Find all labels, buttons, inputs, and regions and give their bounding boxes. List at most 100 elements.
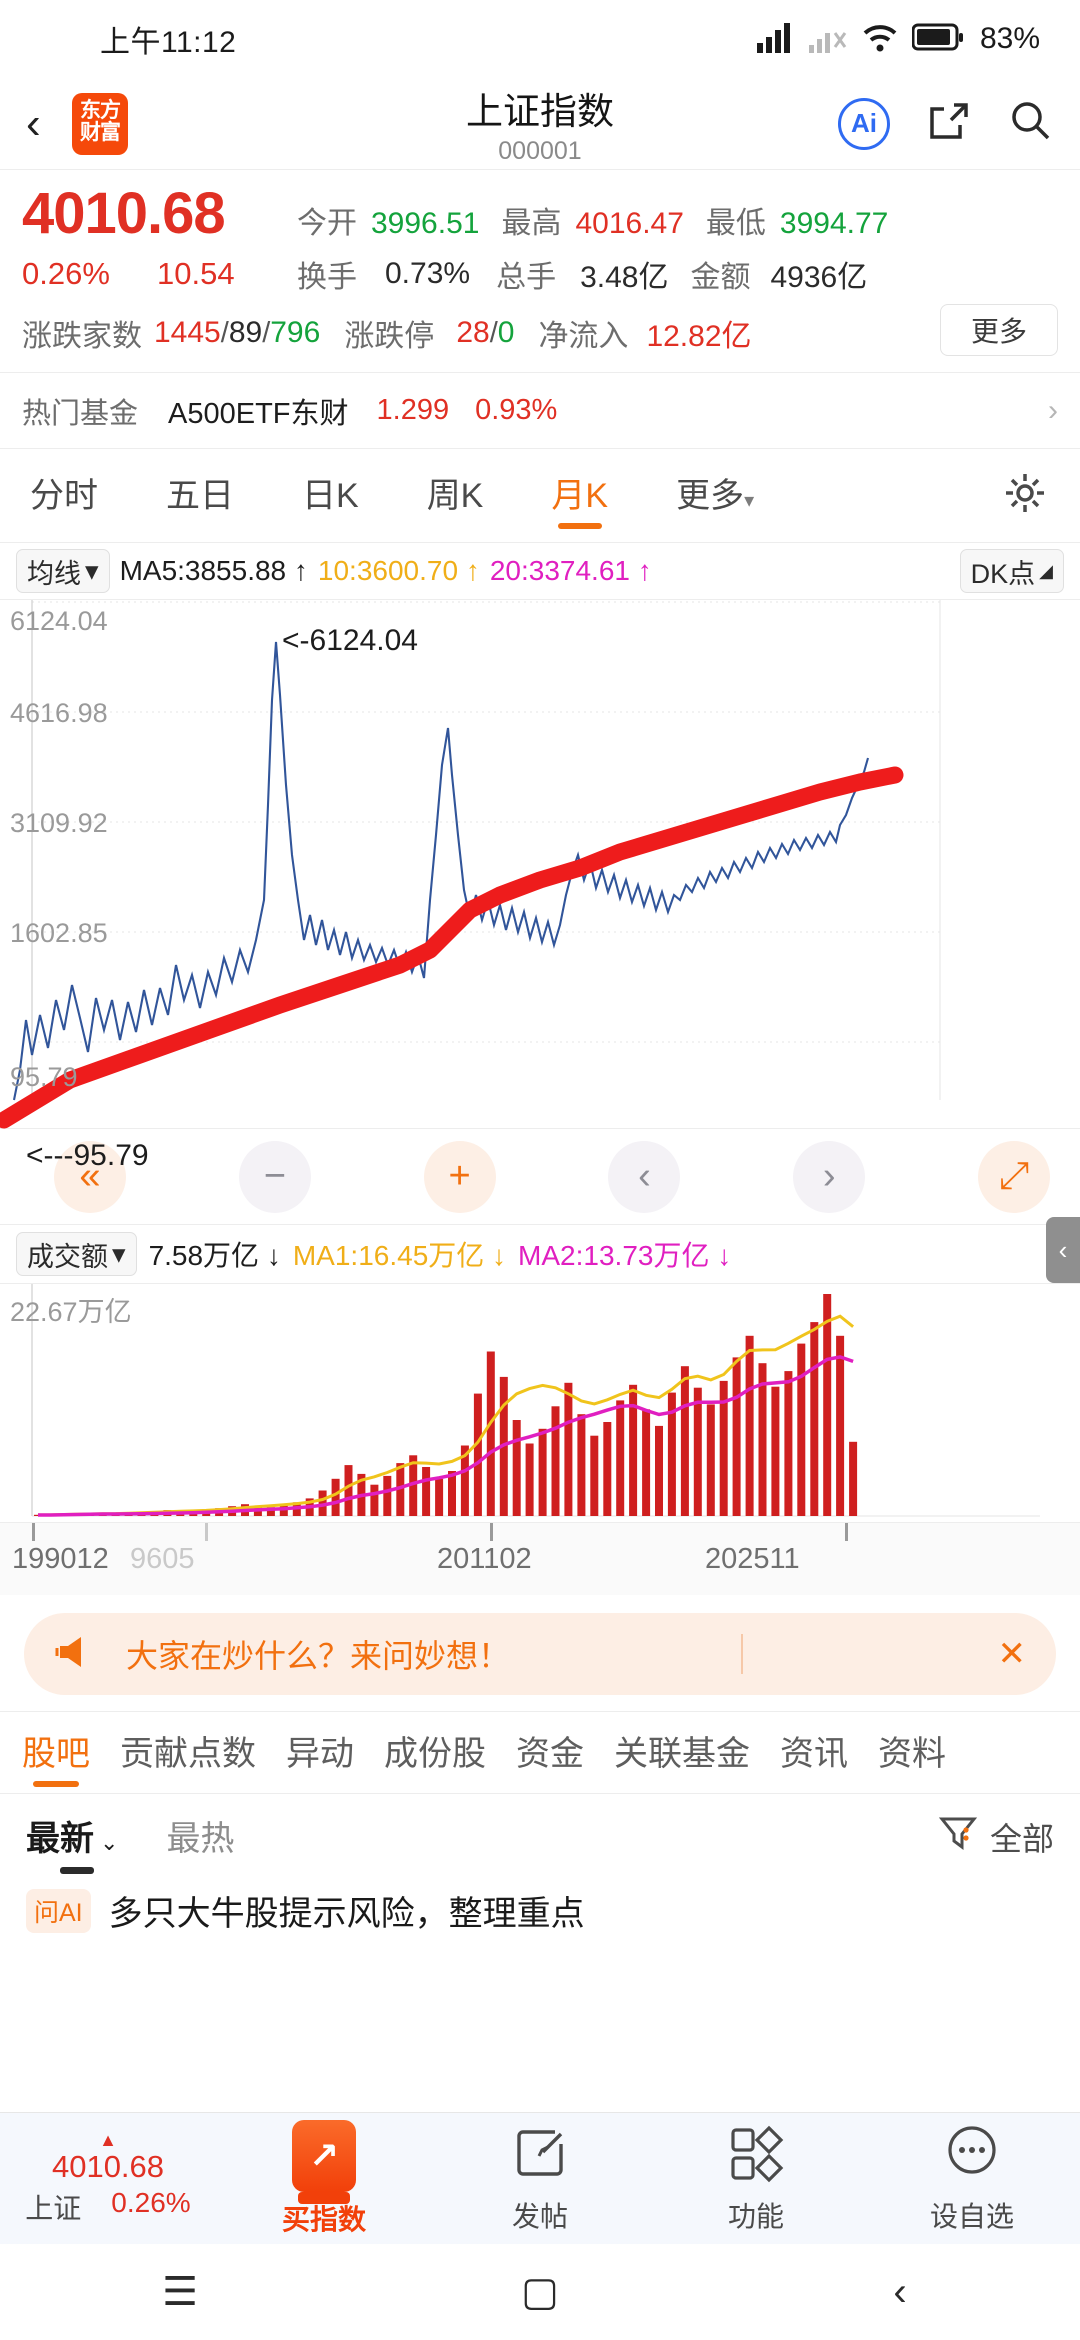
battery-percent: 83% xyxy=(979,22,1040,55)
x-tick-1: 9605 xyxy=(130,1543,195,1575)
promo-banner[interactable]: 大家在炒什么？来问妙想！ ✕ xyxy=(24,1613,1056,1695)
tab-fenshi[interactable]: 分时 xyxy=(30,477,98,515)
brand-logo-line1: 东方 xyxy=(80,98,121,122)
edit-icon xyxy=(509,2130,571,2188)
amount-label: 金额 xyxy=(690,261,751,294)
limit-label: 涨跌停 xyxy=(344,320,435,353)
x-tick-0: 199012 xyxy=(12,1543,109,1575)
amount-value: 4936亿 xyxy=(770,261,868,294)
zoom-out-button[interactable]: − xyxy=(238,1140,311,1213)
functions-label: 功能 xyxy=(727,2201,784,2232)
zoom-in-button[interactable]: + xyxy=(423,1140,496,1213)
tab-five-day[interactable]: 五日 xyxy=(166,477,234,515)
section-tab-data[interactable]: 资料 xyxy=(878,1735,946,1773)
hot-fund-label: 热门基金 xyxy=(22,397,139,430)
promo-banner-wrapper: 大家在炒什么？来问妙想！ ✕ xyxy=(0,1595,1080,1712)
tab-day-k[interactable]: 日K xyxy=(302,477,359,515)
sort-hottest[interactable]: 最热 xyxy=(166,1819,235,1858)
functions-button[interactable]: 功能 xyxy=(648,2122,864,2235)
volume-chart[interactable]: 22.67万亿 xyxy=(0,1283,1080,1523)
k-line-chart[interactable]: <-6124.04 6124.04 4616.98 3109.92 1602.8… xyxy=(0,599,1080,1129)
wifi-icon xyxy=(860,21,900,58)
chevron-left-icon[interactable]: ‹ xyxy=(893,2269,907,2314)
gear-icon[interactable] xyxy=(1000,468,1050,523)
dk-point-button[interactable]: DK点 ◢ xyxy=(959,549,1064,593)
hot-fund-name: A500ETF东财 xyxy=(168,397,349,430)
tab-more[interactable]: 更多▾ xyxy=(676,468,754,523)
high-label: 最高 xyxy=(501,207,562,240)
status-icons: 83% xyxy=(756,21,1040,58)
bottom-action-bar: ▲ 4010.68 上证 0.26% ↗ 买指数 发帖 功能 设自选 xyxy=(0,2112,1080,2244)
volume-label: 总手 xyxy=(496,261,557,294)
section-tab-anomaly[interactable]: 异动 xyxy=(286,1735,354,1773)
signal-bars-off-icon xyxy=(808,21,848,58)
bottom-index-summary[interactable]: ▲ 4010.68 上证 0.26% xyxy=(0,2131,216,2227)
x-tick-2: 201102 xyxy=(437,1543,532,1575)
k-y-tick-0: 6124.04 xyxy=(10,606,108,636)
section-tab-capital[interactable]: 资金 xyxy=(516,1735,584,1773)
chevron-right-icon: › xyxy=(1048,393,1058,427)
change-percent: 0.26% xyxy=(22,256,110,291)
volume-type-selector[interactable]: 成交额 ▾ xyxy=(16,1232,137,1276)
tab-month-k[interactable]: 月K xyxy=(551,468,608,523)
sort-latest[interactable]: 最新 ⌄ xyxy=(26,1811,118,1874)
more-button[interactable]: 更多 xyxy=(940,304,1058,356)
high-value: 4016.47 xyxy=(575,207,684,240)
svg-text:<-6124.04: <-6124.04 xyxy=(282,624,418,657)
next-button[interactable]: › xyxy=(793,1140,866,1213)
section-tab-news[interactable]: 资讯 xyxy=(780,1735,848,1773)
limit-up: 28 xyxy=(456,316,490,349)
prev-button[interactable]: ‹ xyxy=(608,1140,681,1213)
volume-value: 7.58万亿 ↓ xyxy=(148,1240,281,1271)
tab-more-label: 更多 xyxy=(676,477,745,515)
ma-selector[interactable]: 均线 ▾ xyxy=(16,549,110,593)
section-tab-related-funds[interactable]: 关联基金 xyxy=(614,1735,750,1773)
banner-divider xyxy=(740,1634,743,1674)
breadth-sep2: / xyxy=(262,316,271,349)
buy-index-button[interactable]: ↗ 买指数 xyxy=(216,2119,432,2238)
section-tab-guba[interactable]: 股吧 xyxy=(22,1726,90,1779)
breadth-down: 796 xyxy=(270,316,321,349)
volume-y-top-label: 22.67万亿 xyxy=(10,1297,132,1327)
brand-logo[interactable]: 东方 财富 xyxy=(72,92,128,155)
up-triangle-icon: ▲ xyxy=(99,2129,117,2150)
filter-button[interactable]: 全部 xyxy=(938,1813,1054,1861)
home-square-icon[interactable]: ▢ xyxy=(521,2270,559,2314)
share-icon[interactable] xyxy=(924,97,972,150)
add-watchlist-button[interactable]: 设自选 xyxy=(864,2122,1080,2235)
ma5-value: MA5:3855.88 ↑ xyxy=(119,555,308,586)
change-value: 10.54 xyxy=(157,256,235,291)
ai-assistant-button[interactable]: Ai xyxy=(838,97,890,150)
close-icon[interactable]: ✕ xyxy=(997,1635,1026,1673)
list-item[interactable]: 问AI 多只大牛股提示风险，整理重点 xyxy=(0,1880,1080,1935)
fast-back-button[interactable]: « xyxy=(54,1140,126,1213)
promo-banner-text: 大家在炒什么？来问妙想！ xyxy=(126,1638,511,1674)
dk-point-label: DK点 xyxy=(970,558,1036,589)
filter-label: 全部 xyxy=(989,1821,1054,1857)
tab-week-k[interactable]: 周K xyxy=(426,477,484,515)
megaphone-icon xyxy=(54,1632,98,1677)
hot-fund-price: 1.299 xyxy=(376,394,450,426)
period-tab-bar: 分时 五日 日K 周K 月K 更多▾ xyxy=(0,449,1080,543)
x-tick-3: 202511 xyxy=(705,1543,800,1575)
section-tab-contribution[interactable]: 贡献点数 xyxy=(120,1735,256,1773)
bottom-index-price: 4010.68 xyxy=(51,2148,165,2184)
hot-fund-row[interactable]: 热门基金 A500ETF东财 1.299 0.93% › xyxy=(0,373,1080,449)
side-panel-toggle[interactable]: ‹ xyxy=(1046,1217,1080,1283)
back-button[interactable]: ‹ xyxy=(26,98,41,148)
search-icon[interactable] xyxy=(1006,97,1054,150)
menu-icon[interactable]: ☰ xyxy=(162,2270,198,2314)
chevron-down-icon: ▾ xyxy=(85,555,99,586)
post-title: 多只大牛股提示风险，整理重点 xyxy=(108,1895,585,1933)
section-tab-components[interactable]: 成份股 xyxy=(384,1735,486,1773)
volume-ma1: MA1:16.45万亿 ↓ xyxy=(292,1240,507,1271)
status-time: 上午11:12 xyxy=(100,26,237,59)
ask-ai-badge[interactable]: 问AI xyxy=(26,1888,91,1933)
fullscreen-button[interactable]: ⤢ xyxy=(977,1140,1050,1213)
k-y-tick-3: 1602.85 xyxy=(10,918,108,948)
volume-type-label: 成交额 xyxy=(27,1241,108,1272)
triangle-icon: ◢ xyxy=(1039,560,1053,581)
post-button[interactable]: 发帖 xyxy=(432,2122,648,2235)
low-value: 3994.77 xyxy=(779,207,889,240)
android-nav-bar: ☰ ▢ ‹ xyxy=(0,2244,1080,2340)
